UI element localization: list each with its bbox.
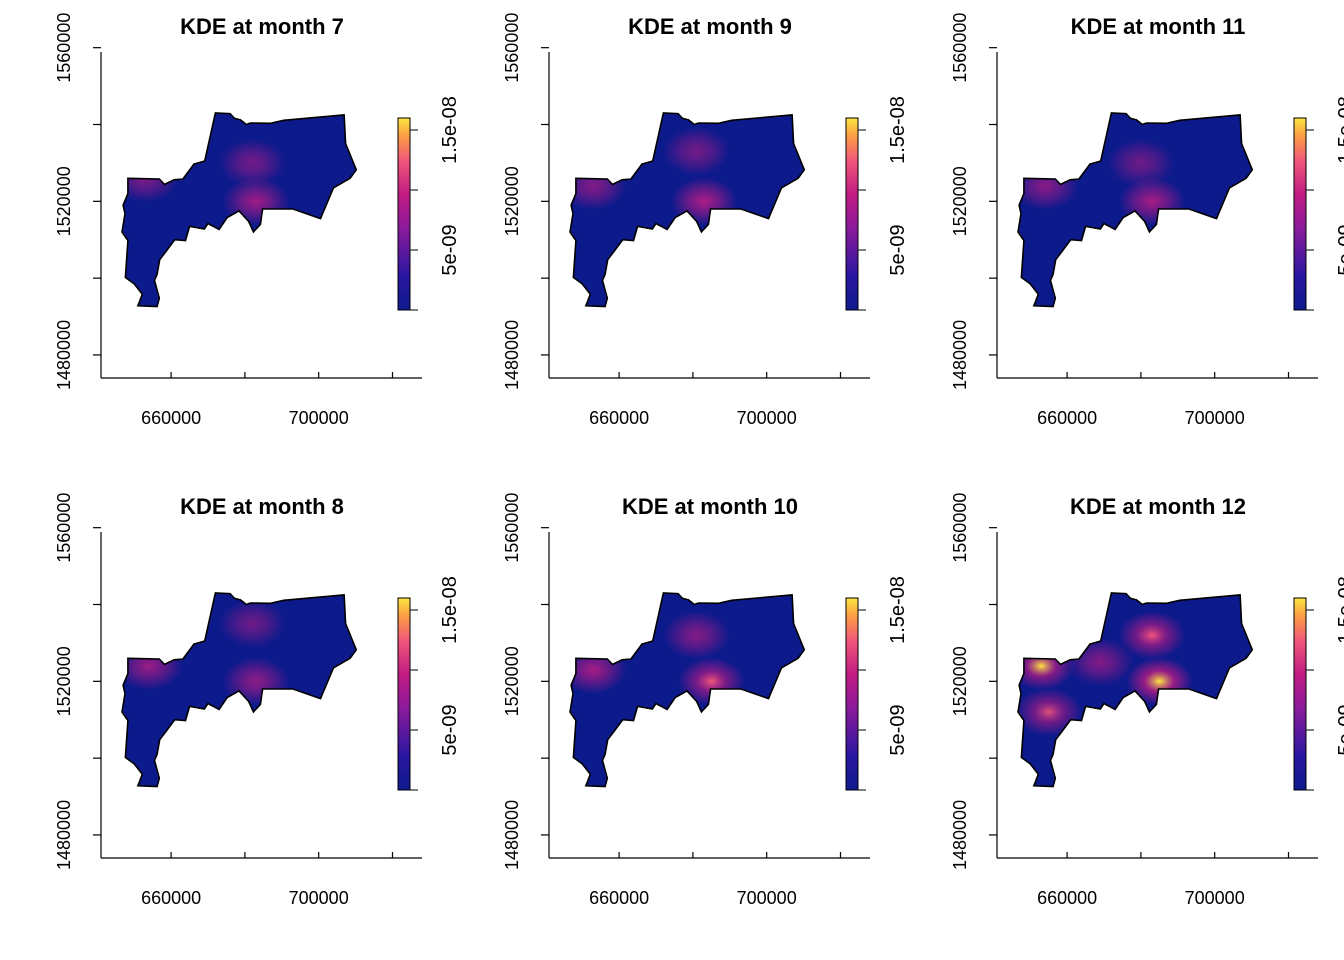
x-tick-label: 700000 [737, 408, 797, 428]
x-tick-label: 700000 [737, 888, 797, 908]
x-tick-label: 660000 [1037, 888, 1097, 908]
colorbar-tick-label: 1.5e-08 [1335, 96, 1344, 164]
colorbar-tick-label: 5e-09 [887, 224, 909, 275]
density-hotspot [1118, 611, 1186, 660]
colorbar-tick-label: 5e-09 [439, 704, 461, 755]
x-tick-label: 660000 [141, 888, 201, 908]
colorbar-tick-label: 1.5e-08 [887, 96, 909, 164]
kde-panel: KDE at month 12 660000 700000 1480000 152000… [950, 493, 1344, 908]
x-tick-label: 660000 [1037, 408, 1097, 428]
y-tick-label: 1480000 [950, 320, 970, 390]
panel-title: KDE at month 10 [622, 494, 798, 519]
density-hotspot [663, 127, 730, 176]
region-outline [1017, 112, 1254, 308]
panel-title: KDE at month 7 [180, 14, 344, 39]
y-tick-label: 1520000 [950, 166, 970, 236]
colorbar [845, 597, 859, 791]
region-outline [569, 592, 806, 788]
colorbar-tick-label: 5e-09 [887, 704, 909, 755]
colorbar [397, 117, 411, 311]
y-tick-label: 1520000 [502, 646, 522, 716]
y-tick-label: 1520000 [54, 166, 74, 236]
x-tick-label: 700000 [1185, 888, 1245, 908]
region-outline [1017, 592, 1254, 788]
y-tick-label: 1560000 [502, 13, 522, 83]
panel-title: KDE at month 11 [1071, 14, 1246, 39]
x-tick-label: 660000 [589, 888, 649, 908]
region-outline [121, 592, 358, 788]
colorbar-tick-label: 5e-09 [1335, 704, 1344, 755]
y-tick-label: 1560000 [54, 13, 74, 83]
region-outline [569, 112, 806, 308]
density-hotspot [1018, 688, 1082, 737]
y-tick-label: 1480000 [54, 800, 74, 870]
colorbar-tick-label: 1.5e-08 [439, 96, 461, 164]
y-tick-label: 1480000 [54, 320, 74, 390]
kde-panel: KDE at month 8 660000 700000 1480000 1520000… [54, 493, 461, 908]
y-tick-label: 1480000 [950, 800, 970, 870]
y-tick-label: 1520000 [54, 646, 74, 716]
x-tick-label: 700000 [289, 888, 349, 908]
y-tick-label: 1520000 [950, 646, 970, 716]
y-tick-label: 1560000 [502, 493, 522, 563]
x-tick-label: 660000 [589, 408, 649, 428]
y-tick-label: 1520000 [502, 166, 522, 236]
colorbar-tick-label: 1.5e-08 [439, 576, 461, 644]
x-tick-label: 700000 [289, 408, 349, 428]
kde-panel: KDE at month 10 660000 700000 1480000 152000… [502, 493, 909, 908]
colorbar-tick-label: 1.5e-08 [1335, 576, 1344, 644]
density-hotspot [219, 138, 286, 187]
y-tick-label: 1560000 [950, 493, 970, 563]
y-tick-label: 1560000 [950, 13, 970, 83]
density-hotspot [1107, 138, 1175, 187]
density-hotspot [219, 599, 286, 648]
kde-panel: KDE at month 7 660000 700000 1480000 1520000… [54, 13, 461, 428]
x-tick-label: 700000 [1185, 408, 1245, 428]
y-tick-label: 1560000 [54, 493, 74, 563]
colorbar [845, 117, 859, 311]
colorbar [1293, 597, 1307, 791]
kde-panel: KDE at month 9 660000 700000 1480000 1520000… [502, 13, 909, 428]
panel-title: KDE at month 12 [1070, 494, 1246, 519]
colorbar-tick-label: 5e-09 [439, 224, 461, 275]
region-outline [121, 112, 358, 308]
panel-title: KDE at month 9 [628, 14, 792, 39]
colorbar-tick-label: 1.5e-08 [887, 576, 909, 644]
y-tick-label: 1480000 [502, 800, 522, 870]
y-tick-label: 1480000 [502, 320, 522, 390]
density-hotspot [663, 611, 730, 660]
colorbar [1293, 117, 1307, 311]
colorbar-tick-label: 5e-09 [1335, 224, 1344, 275]
x-tick-label: 660000 [141, 408, 201, 428]
colorbar [397, 597, 411, 791]
panel-title: KDE at month 8 [180, 494, 344, 519]
